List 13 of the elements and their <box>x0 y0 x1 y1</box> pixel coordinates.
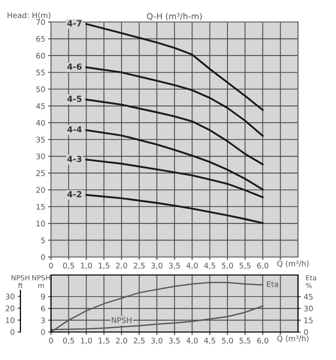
line-series <box>85 194 264 224</box>
line-series <box>85 23 264 111</box>
line-series <box>85 98 264 166</box>
series-label: 4-4 <box>67 126 82 132</box>
line-series <box>85 66 264 137</box>
series-label: 4-7 <box>67 20 82 26</box>
chart-title: Q-H (m³/h-m) <box>147 12 202 20</box>
series-label: 4-6 <box>67 63 82 70</box>
series-label: 4-2 <box>67 191 82 198</box>
series-label: 4-5 <box>67 96 82 102</box>
series-label: 4-3 <box>67 156 82 162</box>
line-series <box>85 129 264 190</box>
line-series <box>85 158 264 198</box>
